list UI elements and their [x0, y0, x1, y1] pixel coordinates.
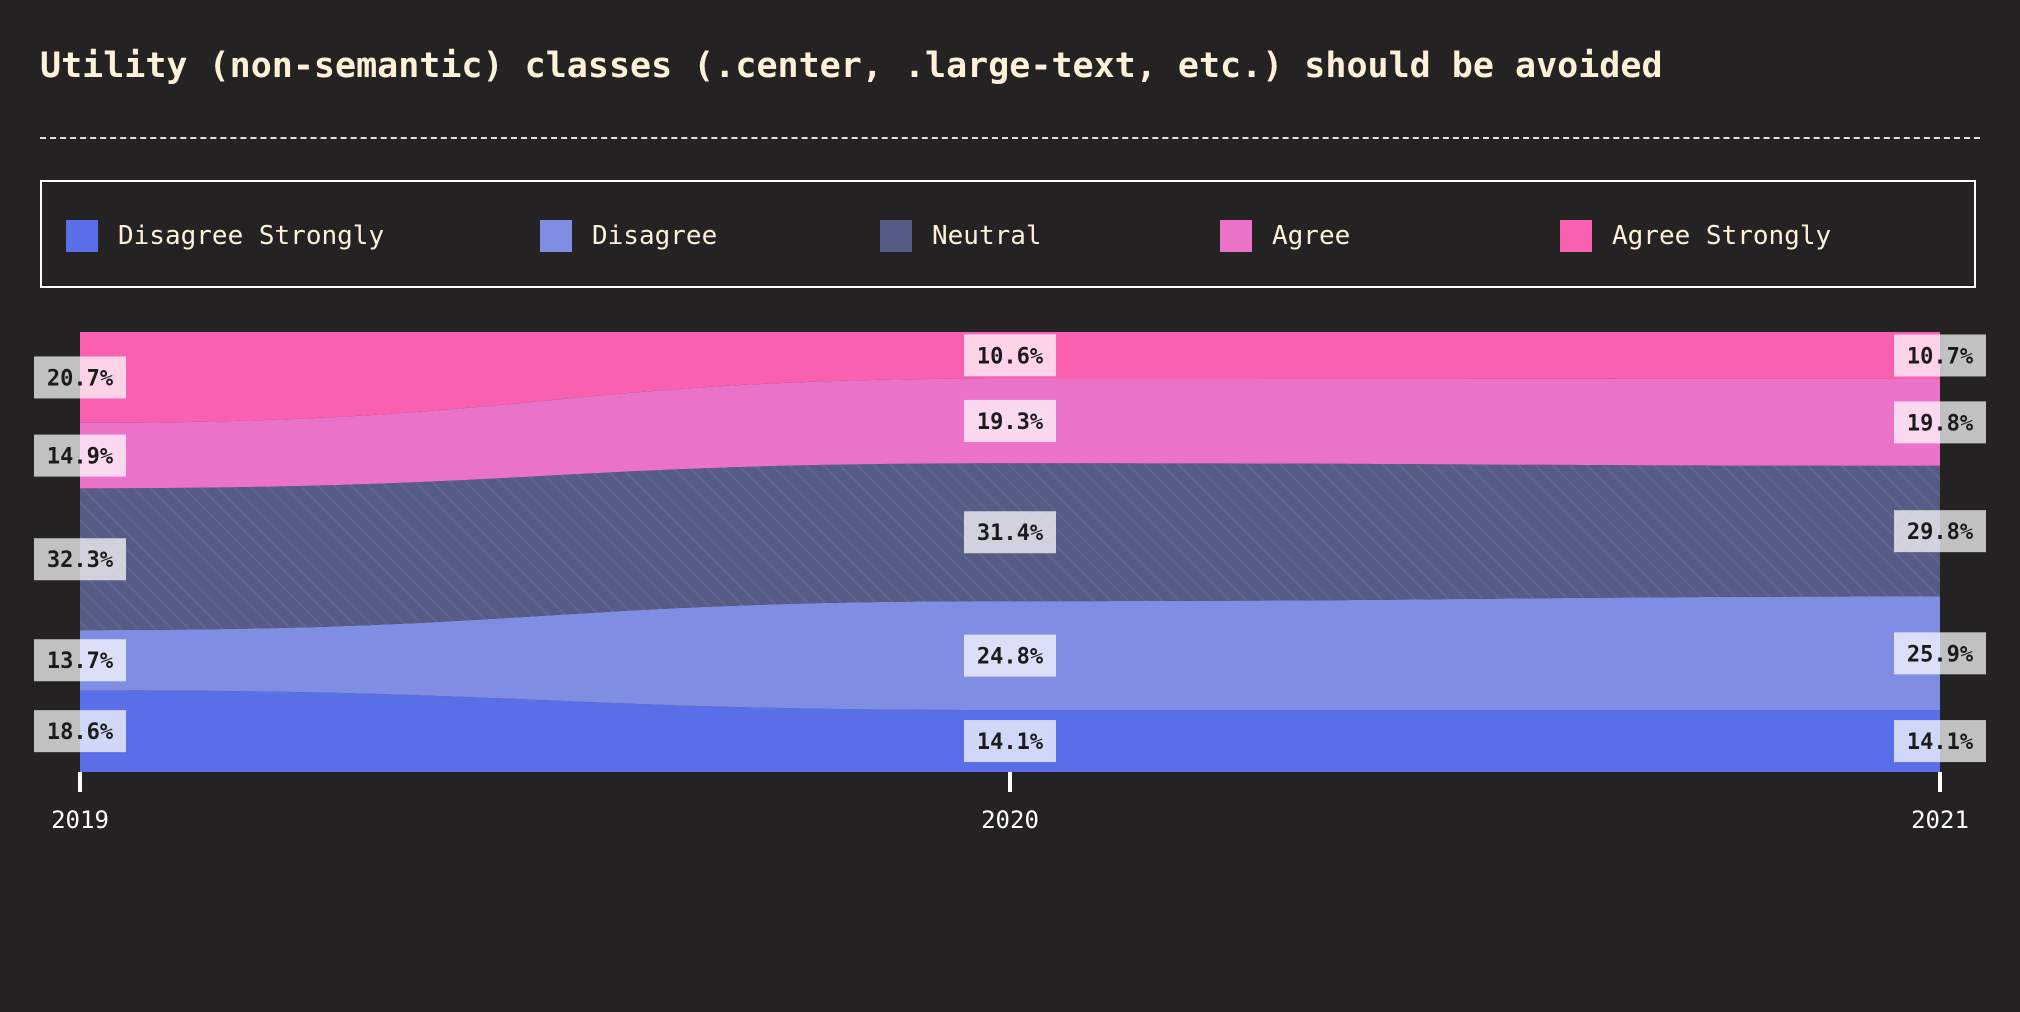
data-label-disagree-2021: 25.9%: [1894, 632, 1986, 675]
data-label-box: [34, 710, 126, 753]
data-label-box: [1894, 334, 1986, 377]
legend-label-disagree-strongly: Disagree Strongly: [118, 221, 385, 251]
data-label-text: 14.9%: [47, 445, 114, 470]
x-tick-label-2019: 2019: [51, 806, 109, 834]
data-label-box: [964, 720, 1056, 763]
data-label-box: [34, 538, 126, 581]
data-label-text: 13.7%: [47, 649, 114, 674]
data-label-box: [964, 334, 1056, 377]
data-label-agree-strongly-2021: 10.7%: [1894, 334, 1986, 377]
x-axis: 2019 2020 2021: [51, 772, 1969, 834]
data-label-text: 10.7%: [1907, 344, 1974, 369]
data-label-text: 18.6%: [47, 720, 114, 745]
legend-swatch-disagree: [540, 220, 572, 252]
legend-label-disagree: Disagree: [592, 221, 718, 251]
data-label-agree-2021: 19.8%: [1894, 401, 1986, 444]
x-tick-label-2021: 2021: [1911, 806, 1969, 834]
legend-label-agree: Agree: [1272, 221, 1351, 251]
data-label-box: [964, 399, 1056, 442]
legend-item-agree[interactable]: Agree: [1220, 220, 1350, 252]
legend-label-agree-strongly: Agree Strongly: [1612, 221, 1832, 251]
data-label-disagree-2020: 24.8%: [964, 634, 1056, 677]
data-label-box: [1894, 632, 1986, 675]
data-label-neutral-2021: 29.8%: [1894, 510, 1986, 553]
data-label-box: [964, 634, 1056, 677]
legend-item-agree-strongly[interactable]: Agree Strongly: [1560, 220, 1831, 252]
data-label-box: [34, 356, 126, 399]
data-label-text: 32.3%: [47, 548, 114, 573]
legend-swatch-agree-strongly: [1560, 220, 1592, 252]
data-label-box: [1894, 401, 1986, 444]
legend: Disagree Strongly Disagree Neutral Agree…: [40, 180, 1976, 288]
data-label-text: 14.1%: [1907, 730, 1974, 755]
data-label-box: [964, 511, 1056, 554]
data-label-text: 20.7%: [47, 366, 114, 391]
data-label-text: 25.9%: [1907, 642, 1974, 667]
legend-label-neutral: Neutral: [932, 221, 1042, 251]
data-label-disagree-strongly-2020: 14.1%: [964, 720, 1056, 763]
area-agree-strongly[interactable]: [80, 332, 1940, 423]
data-label-box: [1894, 510, 1986, 553]
title-divider: [40, 137, 1980, 139]
data-label-text: 24.8%: [977, 645, 1044, 670]
chart-title: Utility (non-semantic) classes (.center,…: [40, 46, 1663, 86]
data-label-text: 19.8%: [1907, 411, 1974, 436]
data-label-disagree-strongly-2019: 18.6%: [34, 710, 126, 753]
legend-item-neutral[interactable]: Neutral: [880, 220, 1042, 252]
legend-item-disagree[interactable]: Disagree: [540, 220, 717, 252]
data-label-agree-strongly-2019: 20.7%: [34, 356, 126, 399]
data-label-text: 14.1%: [977, 730, 1044, 755]
data-labels-layer: 18.6% 14.1% 14.1% 13.7% 24.8% 25.9% 32.3% 31.4%…: [34, 334, 1986, 763]
data-label-box: [34, 434, 126, 477]
data-label-box: [34, 639, 126, 682]
data-label-disagree-2019: 13.7%: [34, 639, 126, 682]
data-label-disagree-strongly-2021: 14.1%: [1894, 720, 1986, 763]
legend-item-disagree-strongly[interactable]: Disagree Strongly: [66, 220, 384, 252]
legend-swatch-agree: [1220, 220, 1252, 252]
data-label-agree-strongly-2020: 10.6%: [964, 334, 1056, 377]
legend-swatch-neutral: [880, 220, 912, 252]
data-label-neutral-2020: 31.4%: [964, 511, 1056, 554]
data-label-box: [1894, 720, 1986, 763]
data-label-text: 19.3%: [977, 410, 1044, 435]
data-label-agree-2019: 14.9%: [34, 434, 126, 477]
data-label-text: 29.8%: [1907, 520, 1974, 545]
data-label-agree-2020: 19.3%: [964, 399, 1056, 442]
data-label-text: 10.6%: [977, 344, 1044, 369]
data-label-neutral-2019: 32.3%: [34, 538, 126, 581]
data-label-text: 31.4%: [977, 521, 1044, 546]
legend-swatch-disagree-strongly: [66, 220, 98, 252]
x-tick-label-2020: 2020: [981, 806, 1039, 834]
